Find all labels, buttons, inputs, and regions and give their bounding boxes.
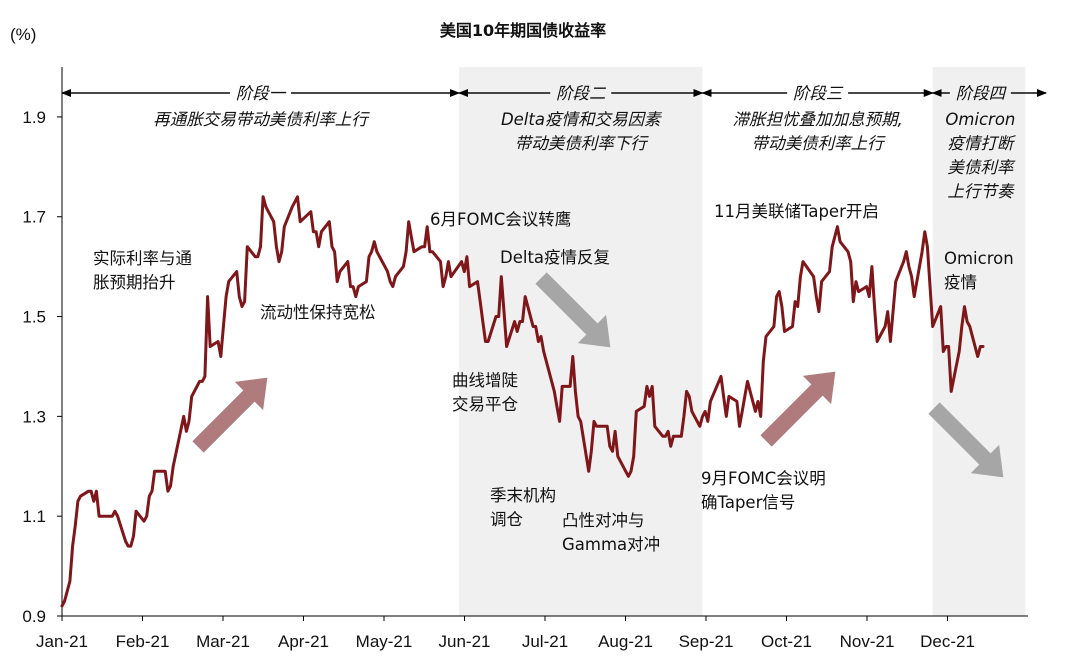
- phase-description: 再通胀交易带动美债利率上行: [153, 110, 370, 129]
- annotation-text: Omicron: [944, 249, 1014, 268]
- annotation-text: 流动性保持宽松: [260, 303, 376, 322]
- phase-name: 阶段一: [236, 84, 287, 103]
- x-tick-label: May-21: [356, 632, 413, 651]
- annotation-text: 胀预期抬升: [93, 273, 176, 292]
- annotation-text: 交易平仓: [452, 395, 519, 414]
- trend-arrow-up-icon: [192, 377, 268, 453]
- phase-description: 滞胀担忧叠加加息预期,: [732, 110, 902, 129]
- annotation-text: 11月美联储Taper开启: [714, 202, 879, 221]
- phase-name: 阶段二: [556, 84, 607, 103]
- trend-arrow-down-icon: [928, 402, 1004, 478]
- annotation-text: 季末机构: [490, 486, 556, 505]
- y-tick-label: 0.9: [22, 607, 46, 626]
- phase-name: 阶段四: [956, 84, 1008, 103]
- y-tick-label: 1.5: [22, 308, 46, 327]
- phase-description: 美债利率: [947, 158, 1016, 177]
- y-tick-label: 1.7: [22, 208, 46, 227]
- phase-name-bg: [787, 82, 849, 104]
- y-tick-label: 1.9: [22, 108, 46, 127]
- annotation-text: 6月FOMC会议转鹰: [430, 210, 571, 229]
- annotation-text: 实际利率与通: [93, 249, 192, 268]
- x-tick-label: Oct-21: [761, 632, 812, 651]
- y-axis-unit: (%): [10, 25, 36, 44]
- x-tick-label: Feb-21: [116, 632, 170, 651]
- phase-description: 上行节奏: [947, 182, 1015, 201]
- chart-title: 美国10年期国债收益率: [440, 21, 606, 40]
- x-tick-label: Mar-21: [196, 632, 250, 651]
- trend-arrow-shape: [928, 402, 1004, 478]
- trend-arrow-shape: [535, 272, 611, 348]
- x-tick-label: Aug-21: [598, 632, 653, 651]
- annotation-text: Delta疫情反复: [500, 248, 610, 267]
- x-tick-label: Jun-21: [439, 632, 491, 651]
- phase-description: Delta疫情和交易因素: [501, 110, 663, 129]
- x-tick-label: Apr-21: [278, 632, 329, 651]
- x-tick-label: Nov-21: [840, 632, 895, 651]
- trend-arrow-shape: [192, 377, 268, 453]
- annotation-text: 确Taper信号: [701, 493, 795, 512]
- annotation-text: 凸性对冲与: [562, 511, 645, 530]
- phase-name-bg: [229, 82, 291, 104]
- y-tick-label: 1.3: [22, 407, 46, 426]
- annotation-text: 调仓: [490, 510, 524, 529]
- annotation-text: 曲线增陡: [452, 371, 519, 390]
- annotation-text: 9月FOMC会议明: [701, 469, 826, 488]
- phase-description: 带动美债利率下行: [515, 134, 650, 153]
- phase-description: Omicron: [945, 110, 1015, 129]
- x-tick-label: Dec-21: [920, 632, 975, 651]
- trend-arrow-shape: [760, 371, 836, 447]
- phase-name-bg: [550, 82, 612, 104]
- trend-arrow-up-icon: [760, 371, 836, 447]
- phase-description: 带动美债利率上行: [752, 134, 887, 153]
- phase-name: 阶段三: [793, 84, 844, 103]
- phase-name-bg: [949, 82, 1011, 104]
- annotation-text: Gamma对冲: [562, 535, 660, 554]
- y-tick-label: 1.1: [22, 507, 46, 526]
- x-tick-label: Sep-21: [679, 632, 734, 651]
- series-line-us10y: [60, 195, 985, 608]
- x-tick-label: Jan-21: [36, 632, 88, 651]
- trend-arrow-down-icon: [535, 272, 611, 348]
- x-tick-label: Jul-21: [522, 632, 568, 651]
- annotation-text: 疫情: [944, 273, 977, 292]
- phase-shade-4: [932, 67, 1026, 616]
- phase-description: 疫情打断: [947, 134, 1017, 153]
